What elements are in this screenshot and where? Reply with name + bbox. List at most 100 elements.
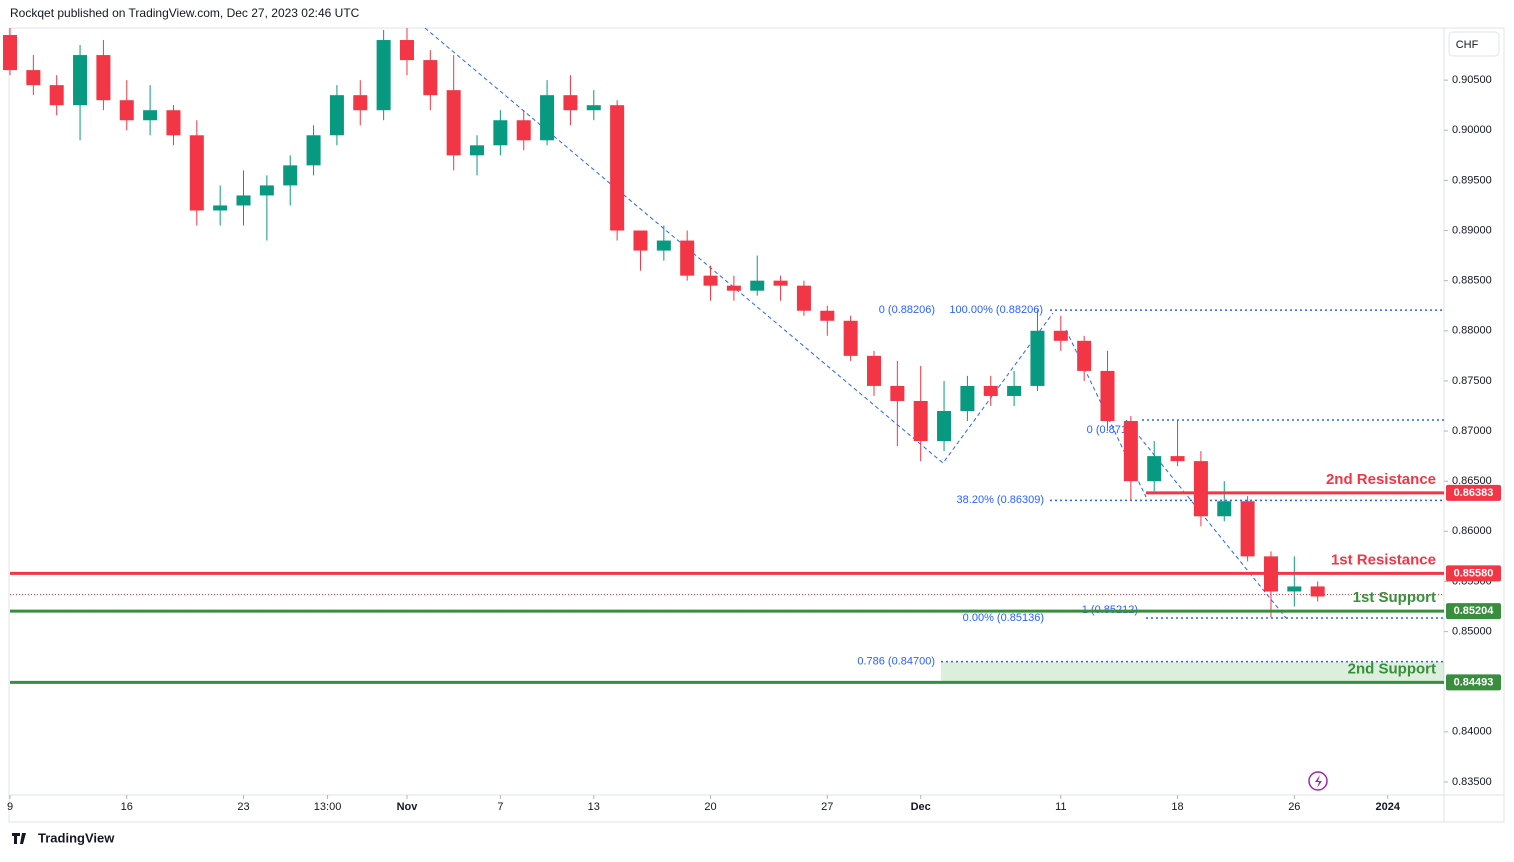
currency: CHF [1456, 39, 1479, 51]
candle-body [119, 100, 134, 121]
candle-body [213, 205, 228, 211]
candle-body [1007, 385, 1022, 396]
level-name: 2nd Resistance [1326, 471, 1436, 488]
fib-label: 0.00% (0.85136) [963, 612, 1044, 624]
candle-body [306, 135, 321, 166]
candle-body [750, 280, 765, 291]
candle-body [796, 285, 811, 311]
x-tick-label: 13:00 [314, 801, 342, 813]
alert-icon-bolt [1315, 775, 1322, 788]
candle-body [960, 385, 975, 411]
candle-body [726, 285, 741, 291]
candles [2, 28, 1325, 618]
x-tick-label: 9 [7, 801, 13, 813]
chart-frame [8, 27, 1505, 823]
candle-body [1287, 586, 1302, 592]
candle-body [423, 60, 438, 96]
candle-body [2, 35, 18, 71]
candle-body [259, 185, 274, 196]
y-tick-label: 0.86000 [1452, 525, 1492, 537]
y-tick-label: 0.90000 [1452, 124, 1492, 136]
x-tick-label: 26 [1288, 801, 1300, 813]
candle-body [1077, 340, 1092, 371]
x-tick-label: 2024 [1375, 801, 1400, 813]
candle-body [1100, 370, 1115, 422]
candle-body [656, 240, 671, 251]
y-tick-label: 0.88000 [1452, 325, 1492, 337]
level-tag [1446, 603, 1501, 620]
y-tick-label: 0.89500 [1452, 174, 1492, 186]
trend-line [1125, 419, 1287, 619]
level-name: 1st Resistance [1331, 551, 1436, 568]
candle-body [937, 410, 952, 442]
candle-body [73, 55, 88, 106]
level-tag-label: 0.86383 [1454, 487, 1494, 499]
candle-body [540, 95, 555, 141]
level-tag [1446, 565, 1501, 582]
x-tick-label: 7 [497, 801, 503, 813]
candle-body [913, 400, 928, 442]
fib-label: 0 (0.8711) [1087, 424, 1136, 436]
footer-logo [12, 833, 26, 844]
y-tick-label: 0.85000 [1452, 625, 1492, 637]
candle-body [563, 95, 578, 111]
x-tick-label: 13 [588, 801, 600, 813]
candle-body [586, 105, 601, 111]
level-name: 2nd Support [1348, 660, 1436, 677]
fib-label: 0 (0.88206) [879, 304, 935, 316]
candle-body [1310, 586, 1325, 597]
currency-box [1448, 31, 1500, 57]
trend-line [424, 27, 1054, 464]
y-tick-label: 0.87000 [1452, 425, 1492, 437]
candle-body [703, 275, 718, 286]
candle-body [983, 385, 998, 396]
candle-body [26, 70, 41, 86]
candle-body [516, 120, 531, 141]
candle-body [143, 110, 158, 121]
x-tick-label: 23 [237, 801, 249, 813]
candle-body [633, 230, 648, 251]
candle-body [1053, 330, 1068, 341]
candle-body [610, 105, 625, 231]
alert-icon[interactable] [1308, 771, 1328, 791]
header: Rockqet published on TradingView.com, De… [10, 6, 360, 20]
y-tick-label: 0.87500 [1452, 375, 1492, 387]
y-tick-label: 0.89000 [1452, 224, 1492, 236]
candle-body [189, 135, 204, 211]
level-tag-label: 0.85580 [1454, 567, 1494, 579]
fib-label: 38.20% (0.86309) [957, 494, 1044, 506]
footer-logo-text: TradingView [38, 830, 115, 845]
candle-body [470, 145, 485, 156]
candle-body [843, 320, 858, 356]
candle-body [1170, 456, 1185, 462]
y-tick-label: 0.86500 [1452, 475, 1492, 487]
candle-body [890, 385, 905, 401]
candle-body [1193, 461, 1208, 517]
fib-lines: 0 (0.88206) 100.00% (0.88206) 0 (0.8711) 38… [857, 304, 1444, 683]
candle-body [820, 310, 835, 321]
candle-body [1147, 456, 1162, 482]
candle-body [866, 355, 882, 386]
candle-body [1030, 330, 1045, 386]
y-tick-label: 0.88500 [1452, 275, 1492, 287]
candle-body [1123, 421, 1138, 482]
fib-zone [941, 661, 1444, 683]
fib-label: 100.00% (0.88206) [949, 304, 1043, 316]
candle-body [236, 195, 251, 206]
y-tick-label: 0.83500 [1452, 776, 1492, 788]
candle-body [446, 90, 461, 156]
fib-label: 0.786 (0.84700) [857, 656, 935, 668]
y-tick-label: 0.90500 [1452, 74, 1492, 86]
level-tag [1446, 484, 1501, 501]
candle-body [773, 280, 788, 286]
x-tick-label: 27 [821, 801, 833, 813]
level-tag-label: 0.84493 [1454, 676, 1494, 688]
candle-body [1217, 501, 1232, 517]
candle-body [1240, 501, 1255, 557]
x-tick-label: 16 [121, 801, 133, 813]
y-tick-label: 0.84000 [1452, 726, 1492, 738]
level-tag-label: 0.85204 [1454, 605, 1495, 617]
x-tick-label: 18 [1171, 801, 1183, 813]
